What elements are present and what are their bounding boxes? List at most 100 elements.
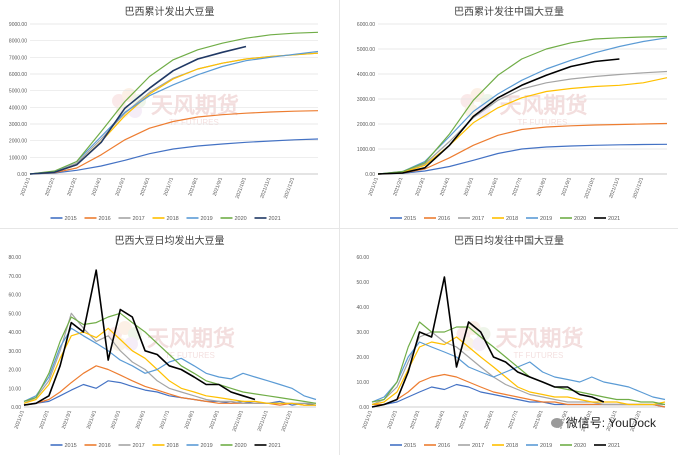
svg-text:2016: 2016 [99, 443, 111, 449]
series-line-2019 [23, 327, 317, 402]
panel-divider-horizontal [0, 228, 678, 229]
y-tick-label: 30.00 [8, 349, 21, 355]
legend-item-2015: 2015 [50, 443, 77, 449]
svg-text:2016: 2016 [99, 216, 111, 222]
series-line-2017 [377, 70, 668, 175]
x-tick-label: 2021/1/1 [362, 409, 374, 430]
svg-text:2016: 2016 [438, 216, 450, 222]
x-tick-label: 2021/12/1 [281, 409, 294, 432]
svg-text:2016: 2016 [438, 443, 450, 449]
legend-item-2016: 2016 [424, 216, 450, 222]
y-tick-label: 70.00 [8, 274, 21, 280]
series-line-2018 [377, 77, 668, 175]
x-tick-label: 2021/6/1 [139, 176, 151, 197]
wechat-watermark: 微信号: YouDock [550, 414, 656, 431]
series-line-2021 [377, 58, 620, 175]
legend-item-2021: 2021 [594, 443, 620, 449]
svg-text:TF FUTURES: TF FUTURES [518, 118, 568, 127]
y-tick-label: 5000.00 [9, 89, 27, 95]
legend-item-2015: 2015 [390, 216, 416, 222]
svg-text:2021: 2021 [608, 216, 620, 222]
legend-item-2018: 2018 [492, 216, 518, 222]
svg-text:2019: 2019 [201, 216, 213, 222]
legend-item-2017: 2017 [458, 443, 484, 449]
x-tick-label: 2021/8/1 [532, 409, 544, 430]
legend-item-2021: 2021 [594, 216, 620, 222]
series-line-2016 [29, 110, 319, 175]
series-line-2016 [372, 373, 666, 408]
wechat-icon [550, 418, 563, 428]
svg-text:天风期货: 天风期货 [500, 93, 588, 119]
legend-item-2020: 2020 [220, 216, 247, 222]
y-tick-label: 7000.00 [9, 55, 27, 61]
legend-item-2018: 2018 [492, 443, 518, 449]
series-line-2015 [23, 380, 317, 406]
x-tick-label: 2021/5/1 [458, 409, 470, 430]
legend-item-2020: 2020 [560, 216, 586, 222]
legend-item-2019: 2019 [526, 216, 552, 222]
y-tick-label: 50.00 [356, 280, 369, 286]
legend-item-2019: 2019 [526, 443, 552, 449]
legend-item-2020: 2020 [220, 443, 247, 449]
series-line-2015 [377, 143, 668, 175]
x-tick-label: 2021/4/1 [439, 176, 451, 197]
y-tick-label: 80.00 [8, 255, 21, 261]
x-tick-label: 2021/1/1 [368, 176, 380, 197]
legend-item-2019: 2019 [186, 216, 213, 222]
chart-title: 巴西大豆日均发出大豆量 [115, 234, 225, 247]
legend-item-2018: 2018 [152, 216, 179, 222]
svg-text:2018: 2018 [167, 443, 179, 449]
x-tick-label: 2021/10/1 [235, 176, 248, 199]
svg-text:2021: 2021 [269, 443, 281, 449]
x-tick-label: 2021/4/1 [434, 409, 446, 430]
legend-item-2020: 2020 [560, 443, 586, 449]
x-tick-label: 2021/10/1 [232, 409, 245, 432]
y-tick-label: 10.00 [356, 380, 369, 386]
y-tick-label: 10.00 [8, 386, 21, 392]
svg-text:2020: 2020 [235, 216, 247, 222]
svg-text:2020: 2020 [574, 443, 586, 449]
y-tick-label: 0.00 [17, 172, 27, 178]
x-tick-label: 2021/7/1 [507, 409, 519, 430]
svg-text:2017: 2017 [472, 216, 484, 222]
chart-panel-daily-to-china: 巴西日均发往中国大豆量 天风期货 TF FUTURES 0.00 10.00 20.00 3… [340, 229, 678, 455]
x-tick-label: 2021/11/1 [259, 176, 272, 199]
y-tick-label: 6000.00 [9, 72, 27, 78]
x-tick-label: 2021/9/1 [212, 176, 224, 197]
x-tick-label: 2021/1/1 [20, 176, 32, 197]
legend-item-2017: 2017 [458, 216, 484, 222]
x-tick-label: 2021/7/1 [163, 176, 175, 197]
x-tick-label: 2021/5/1 [115, 176, 127, 197]
svg-text:TF FUTURES: TF FUTURES [514, 351, 564, 360]
x-tick-label: 2021/11/1 [257, 409, 270, 432]
panel-divider-vertical [339, 0, 340, 455]
y-tick-label: 40.00 [8, 330, 21, 336]
y-tick-label: 9000.00 [9, 22, 27, 28]
y-tick-label: 0.00 [11, 405, 21, 411]
chart-title: 巴西累计发出大豆量 [125, 5, 215, 18]
series-line-2016 [23, 365, 316, 406]
svg-text:2017: 2017 [133, 216, 145, 222]
y-tick-label: 20.00 [356, 355, 369, 361]
series-line-2020 [371, 321, 666, 406]
series-line-2019 [377, 37, 668, 175]
svg-text:2020: 2020 [574, 216, 586, 222]
y-tick-label: 2000.00 [357, 122, 375, 128]
chart-panel-cumulative-exports: 巴西累计发出大豆量 天风期货 TF FUTURES 0.00 1000.00 2000.0… [0, 0, 339, 228]
svg-text:2015: 2015 [404, 443, 416, 449]
y-tick-label: 6000.00 [357, 22, 375, 28]
y-tick-label: 1000.00 [9, 155, 27, 161]
x-tick-label: 2021/3/1 [414, 176, 426, 197]
x-tick-label: 2021/3/1 [61, 409, 73, 430]
x-tick-label: 2021/2/1 [387, 409, 399, 430]
x-tick-label: 2021/3/1 [66, 176, 78, 197]
svg-text:2015: 2015 [65, 443, 77, 449]
y-tick-label: 0.00 [365, 172, 375, 178]
svg-text:2021: 2021 [269, 216, 281, 222]
y-tick-label: 20.00 [8, 368, 21, 374]
x-tick-label: 2021/7/1 [511, 176, 523, 197]
x-tick-label: 2021/2/1 [392, 176, 404, 197]
svg-text:2019: 2019 [540, 443, 552, 449]
